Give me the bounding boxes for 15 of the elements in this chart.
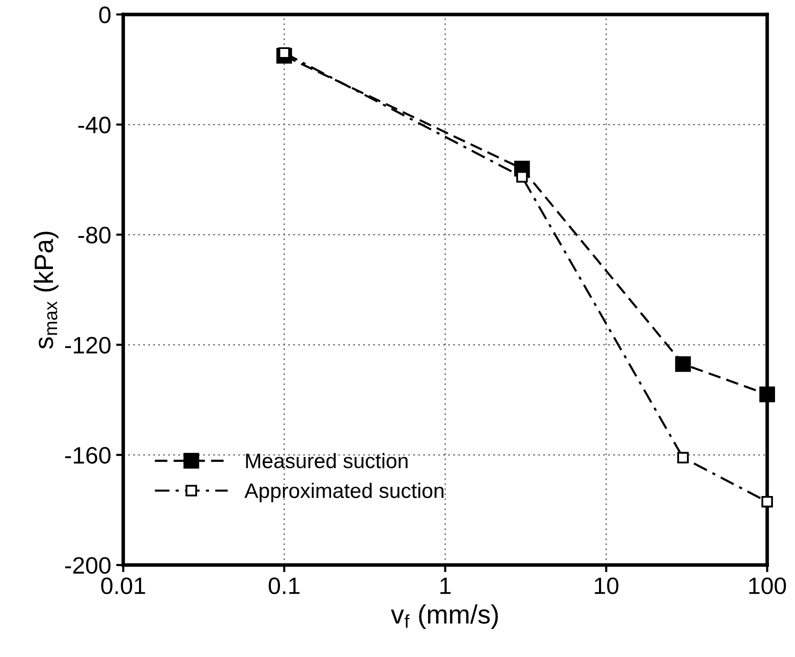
y-tick-label: -120: [65, 336, 110, 354]
y-tick-label: -160: [65, 446, 110, 464]
legend-label: Approximated suction: [244, 482, 444, 502]
x-tick-label: 10: [594, 577, 618, 594]
x-tick-label: 1: [440, 578, 451, 594]
y-tick-label: -40: [78, 116, 110, 134]
y-tick-label: -80: [78, 226, 110, 244]
legend-label: Measured suction: [246, 452, 408, 468]
x-tick-label: 0.01: [101, 577, 146, 594]
x-axis-title: v$_{f}$ (mm/s): [390, 604, 498, 629]
x-tick-label: 0.1: [268, 577, 300, 594]
y-axis-title: s$_{max}$ (kPa): [34, 232, 58, 349]
x-tick-label: 100: [749, 577, 786, 594]
y-tick-label: 0: [99, 6, 110, 24]
y-tick-label: -200: [65, 557, 110, 574]
